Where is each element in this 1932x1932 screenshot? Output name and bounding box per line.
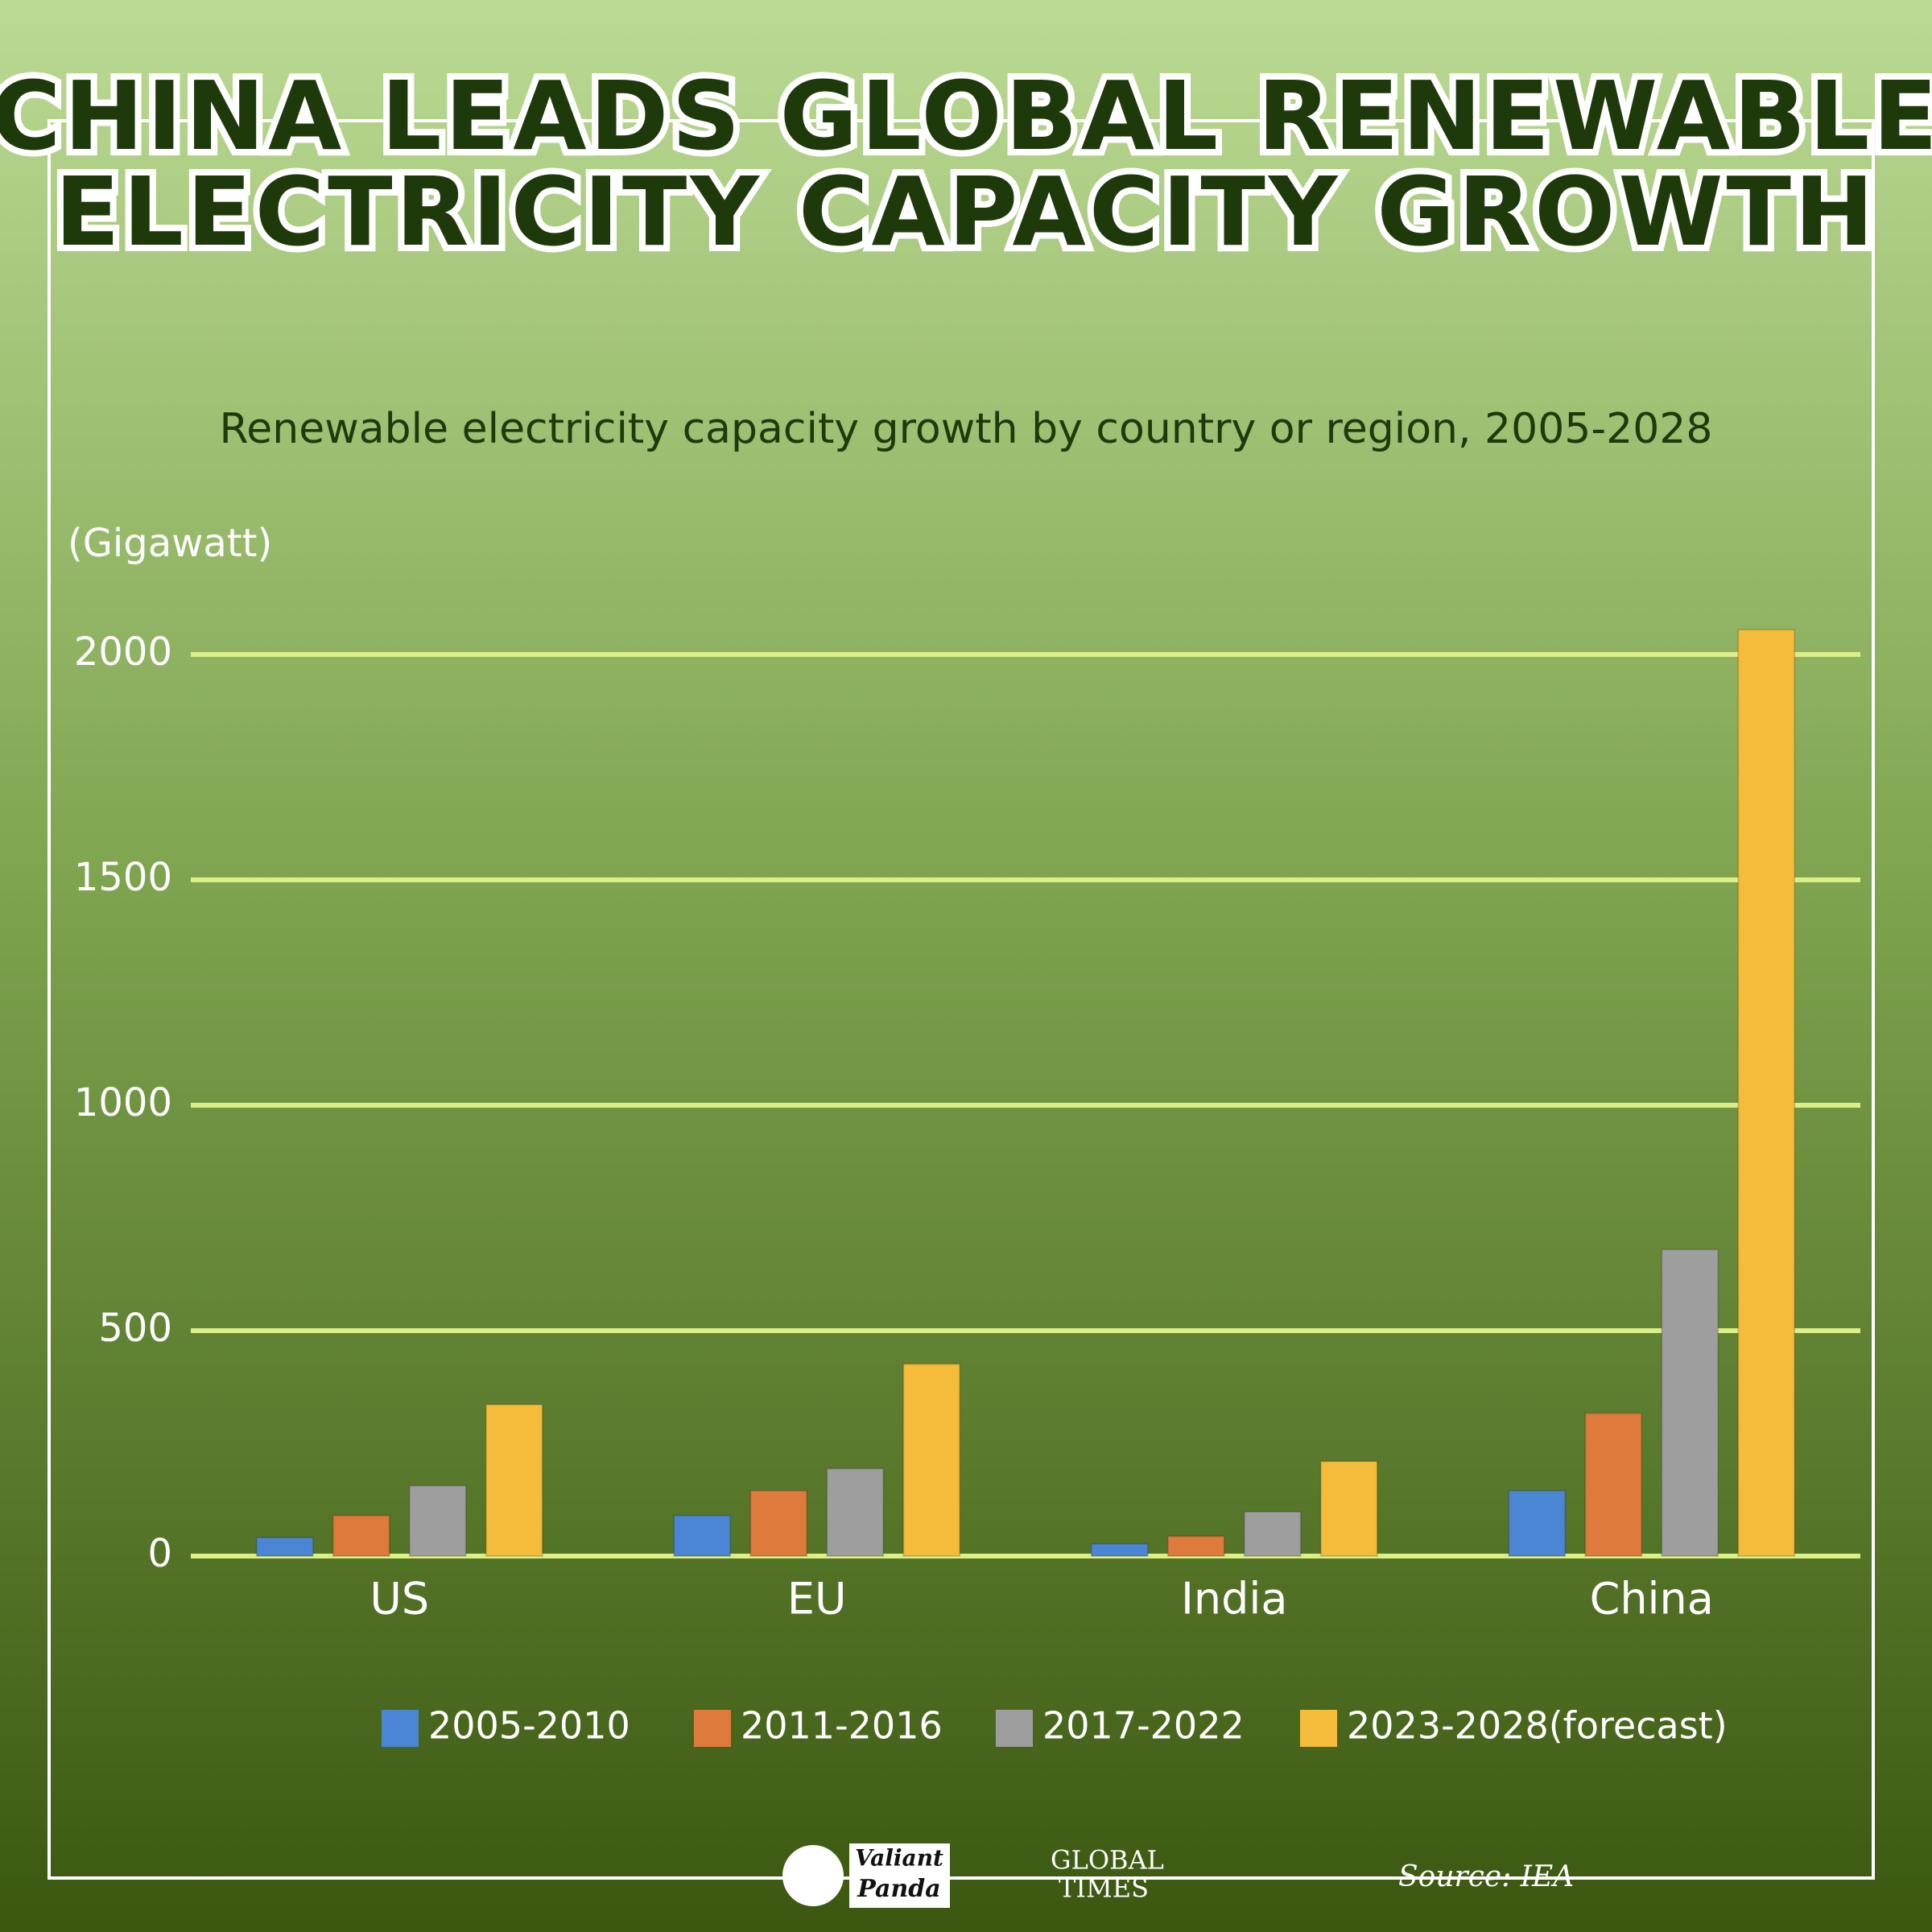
bar bbox=[1166, 1535, 1225, 1557]
bar bbox=[1319, 1460, 1378, 1558]
bar bbox=[826, 1468, 885, 1557]
chart-subtitle: Renewable electricity capacity growth by… bbox=[220, 405, 1713, 453]
chart-title: ELECTRICITY CAPACITY GROWTH bbox=[55, 156, 1877, 267]
x-tick-label: US bbox=[369, 1574, 429, 1624]
legend-label: 2017-2022 bbox=[1042, 1704, 1245, 1748]
x-tick-label: EU bbox=[787, 1574, 847, 1624]
bar bbox=[485, 1403, 543, 1557]
y-tick-label: 1500 bbox=[74, 855, 172, 900]
logo-text: TIMES bbox=[1059, 1873, 1149, 1904]
legend-swatch bbox=[1300, 1710, 1337, 1747]
bar bbox=[1243, 1511, 1302, 1557]
logo-icon bbox=[782, 1845, 844, 1906]
legend-swatch bbox=[694, 1710, 731, 1747]
y-tick-label: 500 bbox=[98, 1306, 172, 1351]
source: Source: IEA bbox=[1398, 1860, 1574, 1893]
bar bbox=[673, 1514, 732, 1557]
y-axis-label: (Gigawatt) bbox=[68, 521, 272, 566]
frame bbox=[47, 119, 1875, 1880]
logo-text: Panda bbox=[857, 1875, 940, 1903]
legend-label: 2011-2016 bbox=[741, 1704, 943, 1748]
legend-label: 2023-2028(forecast) bbox=[1347, 1704, 1728, 1748]
chart-title: CHINA LEADS GLOBAL RENEWABLE bbox=[0, 60, 1932, 171]
legend-swatch bbox=[382, 1710, 419, 1747]
bar bbox=[1661, 1249, 1719, 1557]
bar bbox=[1584, 1412, 1643, 1557]
bar bbox=[255, 1537, 314, 1558]
logo-text: GLOBAL bbox=[1051, 1845, 1164, 1876]
logo-text: Valiant bbox=[855, 1845, 943, 1872]
bar bbox=[332, 1514, 390, 1557]
y-tick-label: 2000 bbox=[74, 630, 172, 675]
x-tick-label: China bbox=[1590, 1574, 1714, 1624]
bar bbox=[749, 1489, 808, 1558]
bar bbox=[902, 1363, 961, 1557]
y-tick-label: 0 bbox=[147, 1531, 172, 1576]
bar bbox=[408, 1484, 467, 1558]
bar bbox=[1090, 1542, 1149, 1558]
bar bbox=[1508, 1489, 1567, 1558]
logo-box bbox=[849, 1843, 950, 1908]
bar bbox=[1737, 629, 1796, 1558]
legend-swatch bbox=[996, 1710, 1033, 1747]
y-tick-label: 1000 bbox=[74, 1080, 172, 1125]
legend-label: 2005-2010 bbox=[428, 1704, 630, 1748]
x-tick-label: India bbox=[1181, 1574, 1288, 1624]
logo: Valiant Panda GLOBAL TIMES bbox=[782, 1843, 1164, 1908]
